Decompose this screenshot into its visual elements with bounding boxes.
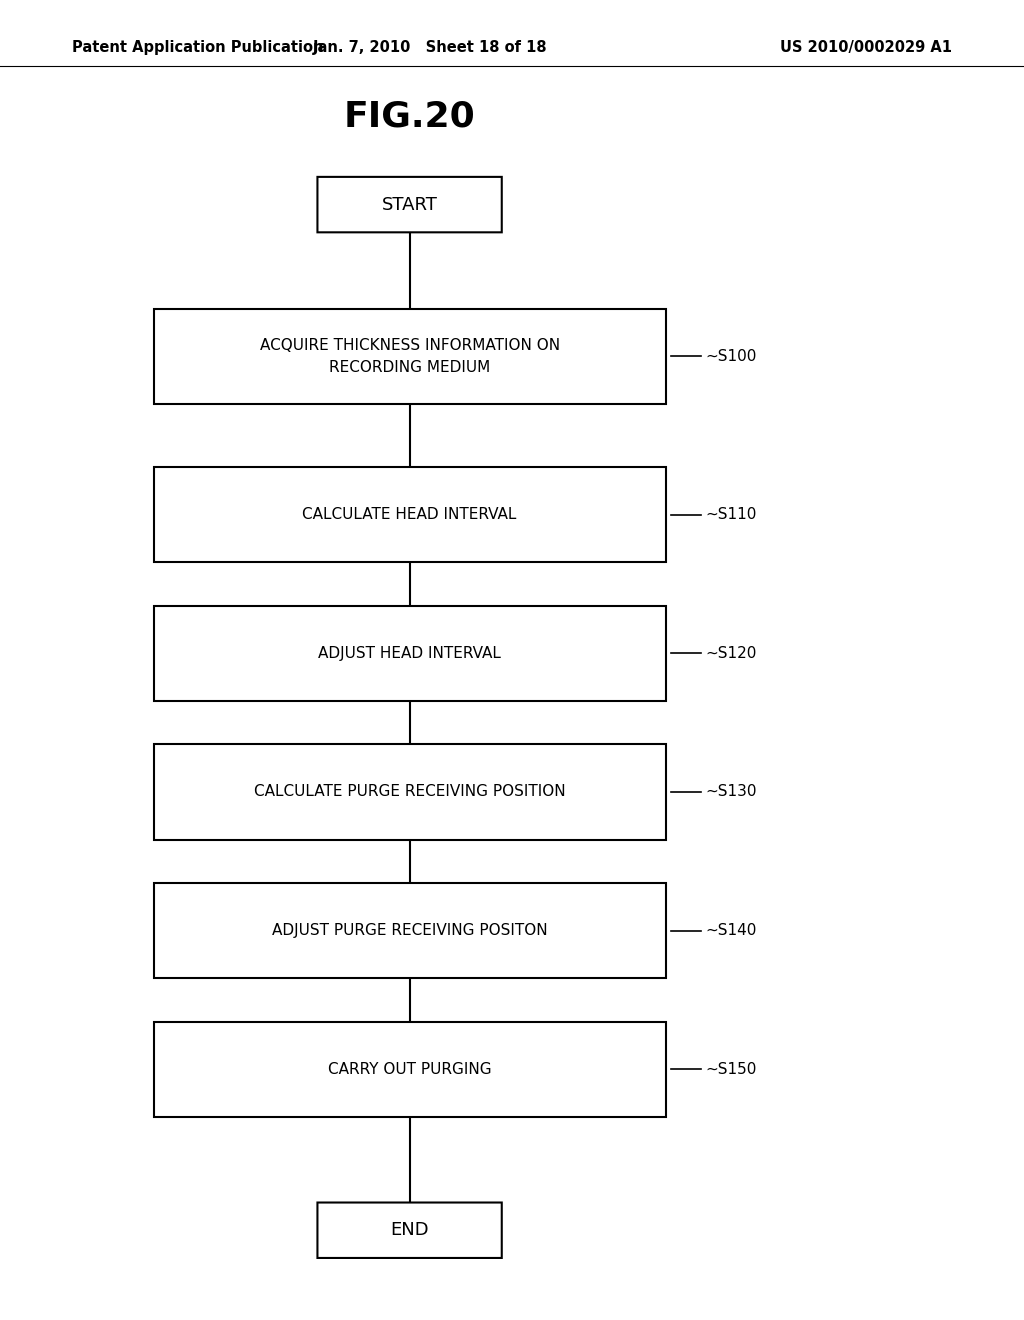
Bar <box>154 467 666 562</box>
Text: CALCULATE PURGE RECEIVING POSITION: CALCULATE PURGE RECEIVING POSITION <box>254 784 565 800</box>
Text: ~S110: ~S110 <box>706 507 757 523</box>
Text: ~S140: ~S140 <box>706 923 757 939</box>
Text: ~S130: ~S130 <box>706 784 757 800</box>
Text: US 2010/0002029 A1: US 2010/0002029 A1 <box>780 40 952 55</box>
Bar <box>154 744 666 840</box>
Text: Patent Application Publication: Patent Application Publication <box>72 40 324 55</box>
Text: CARRY OUT PURGING: CARRY OUT PURGING <box>328 1061 492 1077</box>
Text: CALCULATE HEAD INTERVAL: CALCULATE HEAD INTERVAL <box>302 507 517 523</box>
Text: Jan. 7, 2010   Sheet 18 of 18: Jan. 7, 2010 Sheet 18 of 18 <box>312 40 548 55</box>
Text: ADJUST PURGE RECEIVING POSITON: ADJUST PURGE RECEIVING POSITON <box>271 923 548 939</box>
Text: START: START <box>382 195 437 214</box>
Bar <box>154 883 666 978</box>
Text: ADJUST HEAD INTERVAL: ADJUST HEAD INTERVAL <box>318 645 501 661</box>
FancyBboxPatch shape <box>317 177 502 232</box>
Text: FIG.20: FIG.20 <box>344 99 475 133</box>
FancyBboxPatch shape <box>317 1203 502 1258</box>
Text: ~S120: ~S120 <box>706 645 757 661</box>
Text: END: END <box>390 1221 429 1239</box>
Text: ACQUIRE THICKNESS INFORMATION ON
RECORDING MEDIUM: ACQUIRE THICKNESS INFORMATION ON RECORDI… <box>259 338 560 375</box>
Bar <box>154 606 666 701</box>
Text: ~S150: ~S150 <box>706 1061 757 1077</box>
Bar <box>154 309 666 404</box>
Bar <box>154 1022 666 1117</box>
Text: ~S100: ~S100 <box>706 348 757 364</box>
